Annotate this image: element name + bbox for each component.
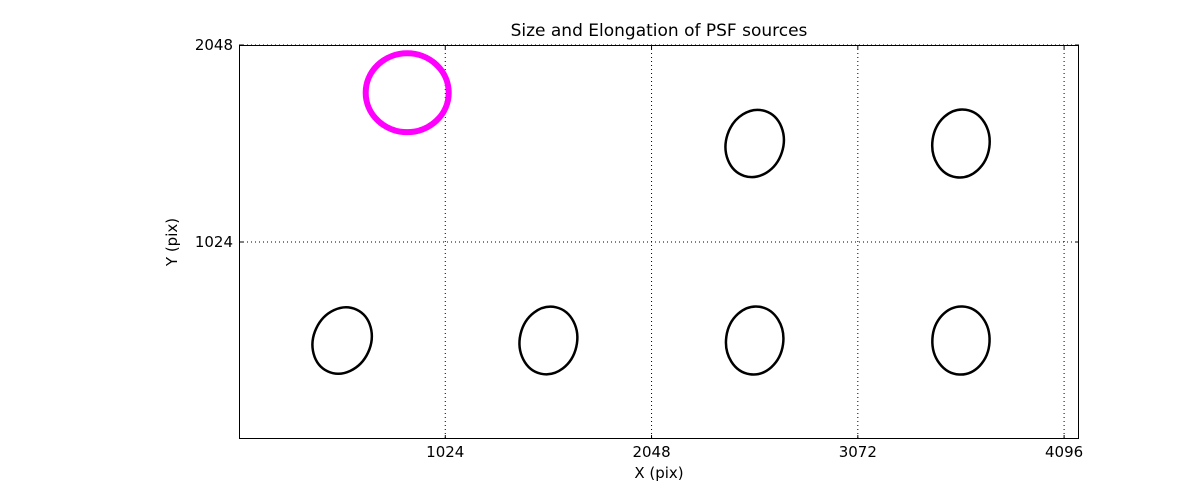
ellipse-outline <box>724 305 785 376</box>
psf-ellipse <box>724 305 785 376</box>
y-tick-label: 2048 <box>194 36 233 54</box>
psf-ellipse <box>311 306 374 375</box>
x-tick-label: 3072 <box>838 443 877 461</box>
x-tick-label: 2048 <box>632 443 671 461</box>
ellipse-outline <box>931 305 991 376</box>
y-tick-label: 1024 <box>194 233 233 251</box>
ellipse-outline <box>724 108 786 179</box>
highlighted-psf-ellipse <box>362 50 452 136</box>
psf-ellipse <box>724 108 786 179</box>
ellipse-outline <box>930 108 991 179</box>
ellipse-outline <box>362 50 452 136</box>
x-axis-label: X (pix) <box>634 464 684 482</box>
x-tick-label: 1024 <box>426 443 465 461</box>
psf-ellipse <box>931 305 991 376</box>
chart-title: Size and Elongation of PSF sources <box>510 21 808 41</box>
ellipse-outline <box>311 306 374 375</box>
ellipse-outline <box>518 305 579 376</box>
x-tick-label: 4096 <box>1044 443 1084 461</box>
psf-ellipse <box>930 108 991 179</box>
psf-ellipse <box>518 305 579 376</box>
